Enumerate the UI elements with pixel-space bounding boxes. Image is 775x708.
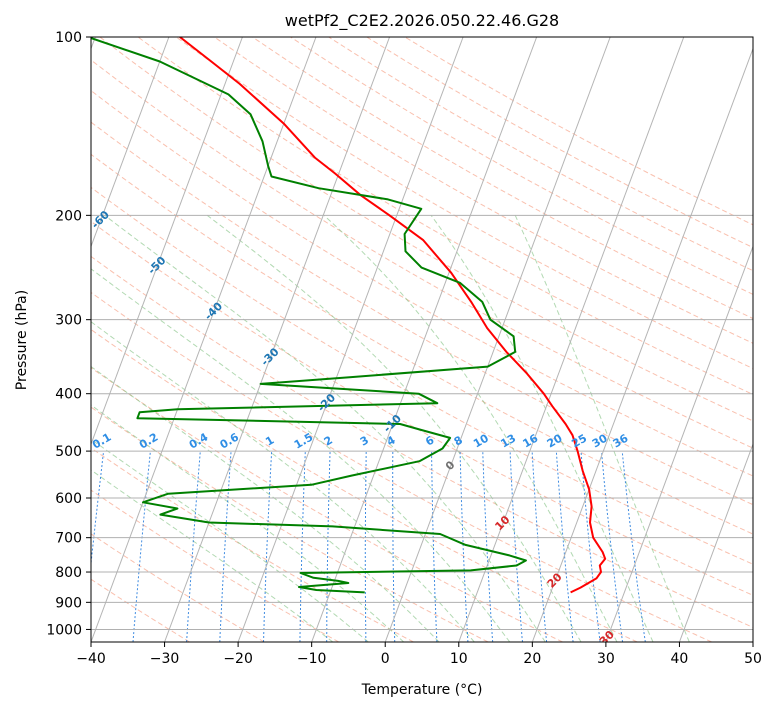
dry-adiabat [175, 37, 753, 370]
x-axis-ticks: −40 −30 −20 −10 0 10 20 30 40 50 [76, 642, 762, 667]
isotherm-line [237, 37, 464, 642]
dry-adiabat [91, 121, 753, 506]
mixing-ratio-line [621, 451, 646, 642]
isotherm-line [678, 442, 753, 642]
y-tick-label: 300 [55, 313, 82, 329]
y-tick-label: 100 [55, 30, 82, 46]
isotherm-line [311, 37, 538, 642]
y-tick-label: 400 [55, 387, 82, 403]
dry-adiabat [91, 291, 712, 642]
y-tick-label: 500 [55, 444, 82, 460]
dry-adiabat [91, 447, 414, 642]
moist-adiabat [206, 214, 582, 642]
y-tick-label: 200 [55, 208, 82, 224]
isotherm-line [164, 37, 391, 642]
dry-adiabat [91, 153, 753, 535]
x-tick-label: 50 [744, 651, 762, 667]
isotherm-line [531, 47, 753, 642]
y-axis-ticks: 100 200 300 400 500 600 700 800 900 1000 [46, 30, 91, 638]
plot-frame [90, 36, 754, 643]
background-reference-lines [91, 37, 753, 642]
chart-title: wetPf2_C2E2.2026.050.22.46.G28 [285, 11, 559, 31]
moist-adiabat [91, 268, 511, 642]
temperature-profile-line [179, 37, 607, 594]
moist-adiabat [91, 438, 369, 642]
dry-adiabat [137, 37, 753, 395]
y-tick-label: 900 [55, 595, 82, 611]
isotherm-line [91, 37, 317, 642]
y-axis-label: Pressure (hPa) [14, 290, 30, 390]
x-tick-label: 10 [450, 651, 468, 667]
y-tick-label: 600 [55, 491, 82, 507]
sounding-series [91, 37, 607, 594]
dry-adiabat [91, 255, 753, 628]
x-tick-label: 20 [523, 651, 541, 667]
isotherm-line [91, 37, 170, 248]
isotherm-line [605, 245, 753, 642]
dry-adiabat [214, 37, 753, 344]
y-tick-label: 800 [55, 565, 82, 581]
mixing-ratio-line [531, 451, 548, 642]
mixing-ratio-line [91, 451, 105, 568]
y-tick-label: 1000 [46, 622, 82, 638]
dry-adiabat [91, 220, 753, 596]
x-tick-label: −10 [297, 651, 327, 667]
x-tick-label: 30 [597, 651, 615, 667]
dry-adiabat [91, 489, 340, 642]
moist-adiabat [104, 214, 546, 642]
x-tick-label: −40 [76, 651, 106, 667]
dewpoint-profile-line [91, 37, 527, 594]
moist-adiabat [514, 215, 690, 642]
x-axis-label: Temperature (°C) [361, 682, 483, 698]
isotherm-line [384, 37, 611, 642]
x-tick-label: 40 [671, 651, 689, 667]
x-tick-label: −20 [223, 651, 253, 667]
y-tick-label: 700 [55, 531, 82, 547]
dry-adiabat [91, 89, 753, 477]
mixing-ratio-line [580, 451, 601, 642]
isotherm-line [91, 37, 243, 446]
mixing-ratio-line [555, 451, 574, 642]
moist-adiabat [323, 214, 618, 642]
x-tick-label: 0 [381, 651, 390, 667]
moist-adiabat [430, 215, 654, 642]
dry-adiabat [91, 406, 489, 642]
dry-adiabat [91, 533, 265, 642]
mixing-ratio-line [601, 451, 624, 642]
moist-adiabat [91, 321, 475, 642]
dry-adiabat [91, 328, 638, 642]
x-tick-label: −30 [150, 651, 180, 667]
isotherm-line [458, 37, 685, 642]
